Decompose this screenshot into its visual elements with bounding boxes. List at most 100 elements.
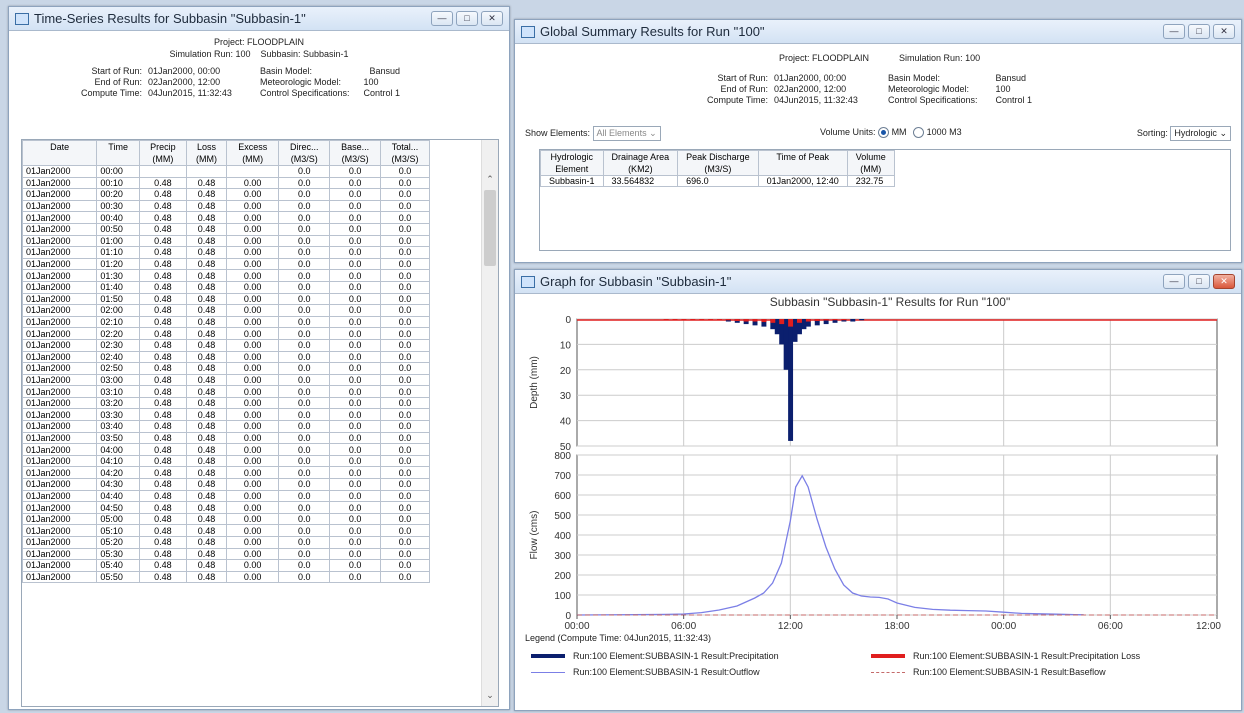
ts-row[interactable]: 01Jan2000 02:10 0.48 0.48 0.00 0.0 0.0 0.0 bbox=[22, 315, 431, 329]
ts-column-header[interactable]: Excess (MM) bbox=[226, 140, 280, 166]
maximize-button[interactable]: □ bbox=[1188, 24, 1210, 39]
ts-row[interactable]: 01Jan2000 05:40 0.48 0.48 0.00 0.0 0.0 0.0 bbox=[22, 559, 431, 572]
show-elements-select[interactable]: All Elements ⌄ bbox=[592, 126, 661, 141]
ts-row[interactable]: 01Jan2000 02:40 0.48 0.48 0.00 0.0 0.0 0.0 bbox=[22, 350, 431, 364]
gs-column-header[interactable]: Time of Peak bbox=[757, 150, 848, 176]
ts-cell: 0.0 bbox=[278, 188, 331, 201]
ts-cell: 0.48 bbox=[185, 420, 228, 433]
ts-cell: 01:00 bbox=[96, 234, 140, 248]
ts-row[interactable]: 01Jan2000 01:40 0.48 0.48 0.00 0.0 0.0 0.0 bbox=[22, 280, 431, 294]
graph-titlebar[interactable]: Graph for Subbasin "Subbasin-1" — □ ✕ bbox=[515, 270, 1241, 294]
ts-cell: 0.48 bbox=[138, 466, 187, 480]
ts-row[interactable]: 01Jan2000 00:00 0.0 0.0 0.0 bbox=[22, 165, 431, 178]
scroll-down-icon[interactable]: ⌄ bbox=[486, 690, 494, 700]
ts-row[interactable]: 01Jan2000 00:40 0.48 0.48 0.00 0.0 0.0 0.0 bbox=[22, 211, 431, 224]
ts-row[interactable]: 01Jan2000 05:00 0.48 0.48 0.00 0.0 0.0 0.0 bbox=[22, 512, 431, 526]
ts-row[interactable]: 01Jan2000 03:20 0.48 0.48 0.00 0.0 0.0 0.0 bbox=[22, 396, 431, 410]
minimize-button[interactable]: — bbox=[1163, 24, 1185, 39]
ts-cell: 0.48 bbox=[185, 478, 228, 491]
maximize-button[interactable]: □ bbox=[456, 11, 478, 26]
ts-row[interactable]: 01Jan2000 04:30 0.48 0.48 0.00 0.0 0.0 0.0 bbox=[22, 478, 431, 491]
ts-cell: 0.0 bbox=[278, 199, 331, 213]
precip-bar bbox=[774, 319, 780, 335]
ts-cell: 0.48 bbox=[185, 408, 228, 422]
ts-row[interactable]: 01Jan2000 01:30 0.48 0.48 0.00 0.0 0.0 0.0 bbox=[22, 269, 431, 282]
ts-row[interactable]: 01Jan2000 00:30 0.48 0.48 0.00 0.0 0.0 0.0 bbox=[22, 199, 431, 213]
minimize-button[interactable]: — bbox=[1163, 274, 1185, 289]
ts-row[interactable]: 01Jan2000 05:50 0.48 0.48 0.00 0.0 0.0 0.0 bbox=[22, 570, 431, 584]
close-button[interactable]: ✕ bbox=[1213, 24, 1235, 39]
minimize-button[interactable]: — bbox=[431, 11, 453, 26]
ts-column-header[interactable]: Time bbox=[96, 140, 140, 166]
ts-row[interactable]: 01Jan2000 03:00 0.48 0.48 0.00 0.0 0.0 0.0 bbox=[22, 373, 431, 387]
ts-row[interactable]: 01Jan2000 03:10 0.48 0.48 0.00 0.0 0.0 0.0 bbox=[22, 385, 431, 398]
sorting-select[interactable]: Hydrologic ⌄ bbox=[1170, 126, 1231, 141]
gs-basin-label: Basin Model: bbox=[887, 73, 940, 83]
ts-row[interactable]: 01Jan2000 03:50 0.48 0.48 0.00 0.0 0.0 0.0 bbox=[22, 431, 431, 445]
ts-column-header[interactable]: Date bbox=[22, 140, 98, 166]
ts-row[interactable]: 01Jan2000 01:20 0.48 0.48 0.00 0.0 0.0 0.0 bbox=[22, 257, 431, 271]
ts-cell: 0.48 bbox=[185, 547, 228, 561]
close-button[interactable]: ✕ bbox=[1213, 274, 1235, 289]
ts-cell: 01Jan2000 bbox=[22, 547, 98, 561]
ts-row[interactable]: 01Jan2000 04:40 0.48 0.48 0.00 0.0 0.0 0.0 bbox=[22, 489, 431, 503]
gs-column-header[interactable]: Drainage Area (KM2) bbox=[602, 150, 679, 176]
ts-cell: 0.48 bbox=[185, 211, 228, 224]
ts-row[interactable]: 01Jan2000 00:50 0.48 0.48 0.00 0.0 0.0 0.0 bbox=[22, 222, 431, 236]
ts-row[interactable]: 01Jan2000 02:20 0.48 0.48 0.00 0.0 0.0 0.0 bbox=[22, 327, 431, 340]
ts-row[interactable]: 01Jan2000 02:30 0.48 0.48 0.00 0.0 0.0 0.0 bbox=[22, 338, 431, 352]
column-name: Direc... bbox=[290, 142, 319, 152]
ts-row[interactable]: 01Jan2000 05:30 0.48 0.48 0.00 0.0 0.0 0.0 bbox=[22, 547, 431, 561]
ts-cell: 0.0 bbox=[278, 257, 331, 271]
ts-row[interactable]: 01Jan2000 04:10 0.48 0.48 0.00 0.0 0.0 0.0 bbox=[22, 454, 431, 468]
gs-column-header[interactable]: Volume (MM) bbox=[846, 150, 895, 176]
ts-cell: 0.48 bbox=[138, 315, 187, 329]
ts-row[interactable]: 01Jan2000 02:50 0.48 0.48 0.00 0.0 0.0 0.0 bbox=[22, 362, 431, 375]
ts-row[interactable]: 01Jan2000 03:40 0.48 0.48 0.00 0.0 0.0 0.0 bbox=[22, 420, 431, 433]
global-summary-window: Global Summary Results for Run "100" — □… bbox=[514, 19, 1242, 263]
ts-cell: 01Jan2000 bbox=[22, 478, 98, 491]
ts-cell: 0.48 bbox=[138, 188, 187, 201]
ts-column-header[interactable]: Direc... (M3/S) bbox=[278, 140, 331, 166]
gs-titlebar[interactable]: Global Summary Results for Run "100" — □… bbox=[515, 20, 1241, 44]
ts-row[interactable]: 01Jan2000 04:00 0.48 0.48 0.00 0.0 0.0 0.0 bbox=[22, 443, 431, 456]
ts-cell: 01Jan2000 bbox=[22, 408, 98, 422]
gs-column-header[interactable]: Peak Discharge (M3/S) bbox=[677, 150, 759, 176]
ts-row[interactable]: 01Jan2000 03:30 0.48 0.48 0.00 0.0 0.0 0.0 bbox=[22, 408, 431, 422]
gs-column-header[interactable]: Hydrologic Element bbox=[540, 150, 604, 176]
ts-row[interactable]: 01Jan2000 04:50 0.48 0.48 0.00 0.0 0.0 0.0 bbox=[22, 501, 431, 514]
ts-cell: 0.0 bbox=[379, 396, 431, 410]
ts-compute-label: Compute Time: bbox=[81, 88, 143, 98]
ts-cell: 0.48 bbox=[185, 338, 228, 352]
ts-row[interactable]: 01Jan2000 01:10 0.48 0.48 0.00 0.0 0.0 0.0 bbox=[22, 246, 431, 259]
gs-header-row: Hydrologic Element Drainage Area (KM2) Peak … bbox=[540, 150, 895, 176]
ts-cell: 0.00 bbox=[226, 327, 280, 340]
maximize-button[interactable]: □ bbox=[1188, 274, 1210, 289]
ts-cell: 0.0 bbox=[278, 559, 331, 572]
scroll-up-icon[interactable]: ⌃ bbox=[486, 174, 494, 184]
column-name: Base... bbox=[341, 142, 370, 152]
gs-header: Project: FLOODPLAIN Simulation Run: 100 … bbox=[515, 44, 1241, 105]
ts-row[interactable]: 01Jan2000 04:20 0.48 0.48 0.00 0.0 0.0 0.0 bbox=[22, 466, 431, 480]
precip-loss-bar bbox=[734, 319, 740, 322]
scroll-thumb[interactable] bbox=[484, 190, 496, 266]
unit-mm-radio[interactable] bbox=[878, 127, 890, 139]
ts-cell: 0.0 bbox=[379, 420, 431, 433]
ts-row[interactable]: 01Jan2000 05:20 0.48 0.48 0.00 0.0 0.0 0.0 bbox=[22, 536, 431, 549]
ts-column-header[interactable]: Base... (M3/S) bbox=[329, 140, 381, 166]
close-button[interactable]: ✕ bbox=[481, 11, 503, 26]
ts-row[interactable]: 01Jan2000 01:00 0.48 0.48 0.00 0.0 0.0 0.0 bbox=[22, 234, 431, 248]
ts-column-header[interactable]: Precip (MM) bbox=[138, 140, 187, 166]
ts-row[interactable]: 01Jan2000 00:10 0.48 0.48 0.00 0.0 0.0 0.0 bbox=[22, 176, 431, 190]
gs-cell: 33.564832 bbox=[602, 175, 679, 187]
ts-scrollbar[interactable]: ⌃ ⌄ bbox=[481, 140, 498, 706]
ts-column-header[interactable]: Total... (M3/S) bbox=[379, 140, 431, 166]
ts-row[interactable]: 01Jan2000 02:00 0.48 0.48 0.00 0.0 0.0 0.0 bbox=[22, 304, 431, 317]
gs-row[interactable]: Subbasin-1 33.564832 696.0 01Jan2000, 12:40… bbox=[540, 175, 895, 187]
ts-row[interactable]: 01Jan2000 01:50 0.48 0.48 0.00 0.0 0.0 0.0 bbox=[22, 292, 431, 306]
unit-1000m3-radio[interactable] bbox=[913, 127, 925, 139]
ts-titlebar[interactable]: Time-Series Results for Subbasin "Subbas… bbox=[9, 7, 509, 31]
ts-column-header[interactable]: Loss (MM) bbox=[185, 140, 228, 166]
ts-row[interactable]: 01Jan2000 05:10 0.48 0.48 0.00 0.0 0.0 0.0 bbox=[22, 524, 431, 537]
ts-row[interactable]: 01Jan2000 00:20 0.48 0.48 0.00 0.0 0.0 0.0 bbox=[22, 188, 431, 201]
